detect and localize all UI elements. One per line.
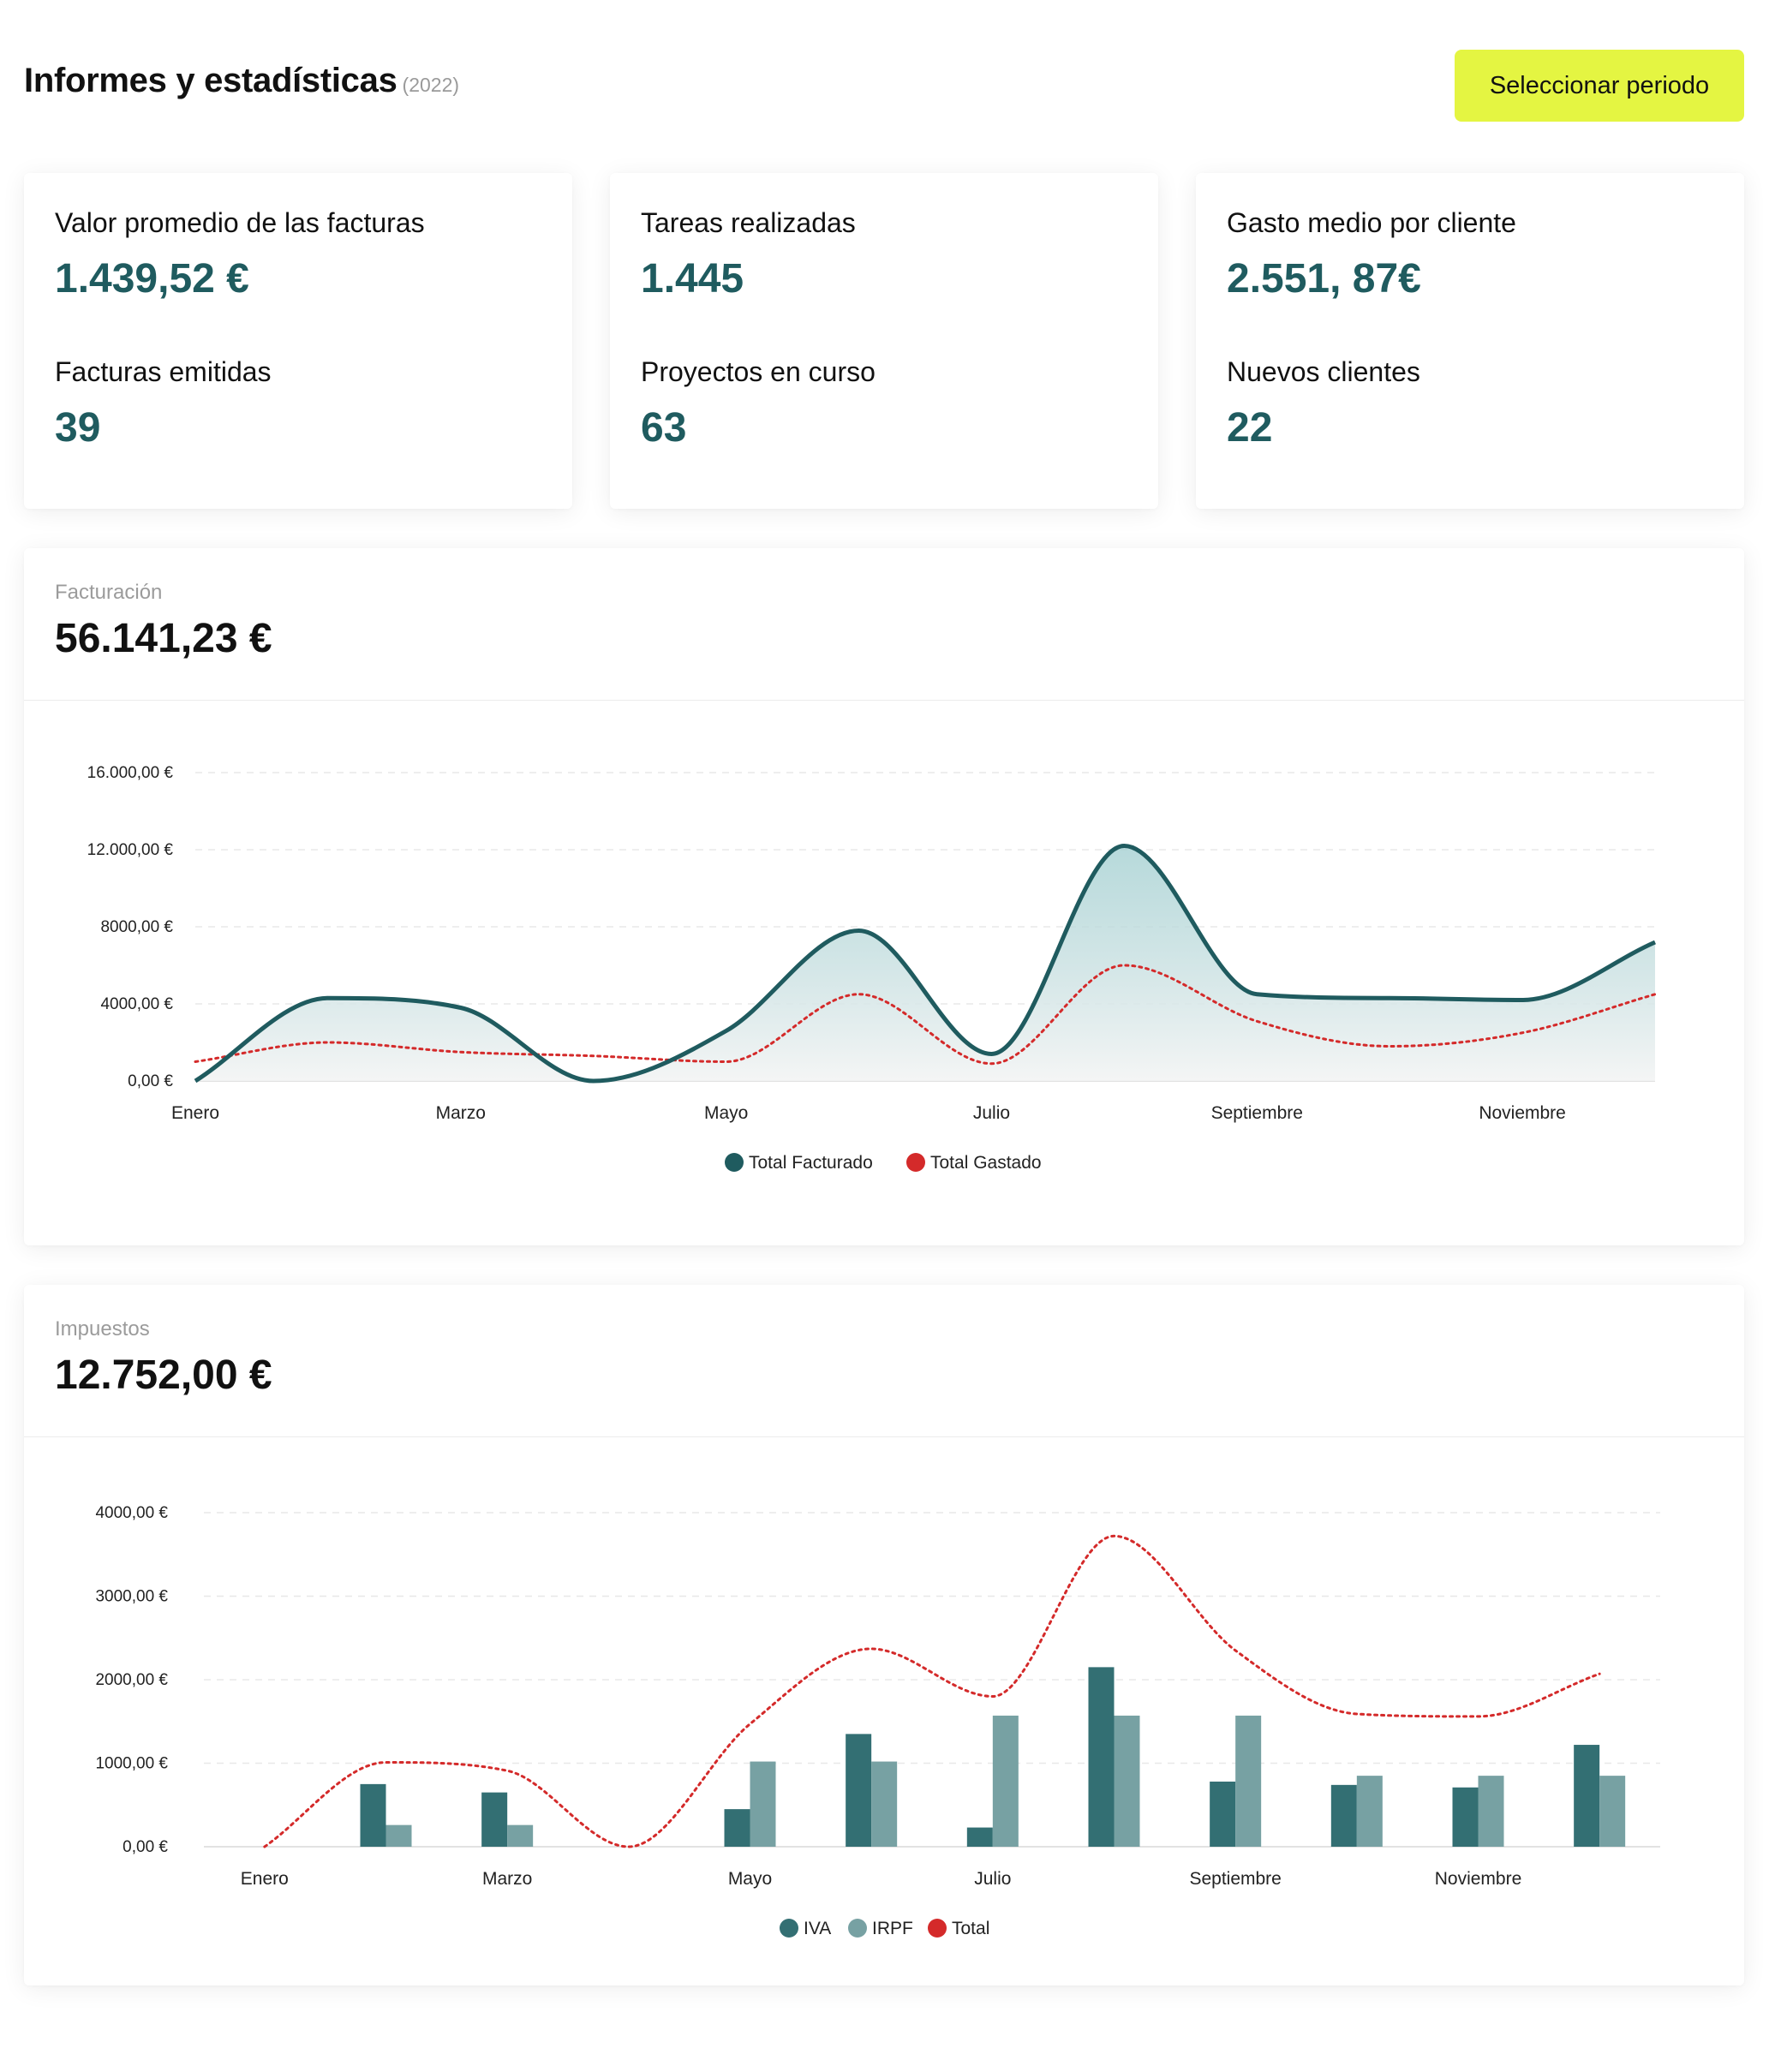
stat-value: 22	[1227, 405, 1273, 451]
page-header: Informes y estadísticas (2022) Selecciona…	[24, 50, 1744, 122]
y-tick-label: 16.000,00 €	[87, 764, 174, 782]
stat-label: Facturas emitidas	[55, 356, 272, 387]
bar-irpf	[992, 1715, 1019, 1847]
taxes-total: 12.752,00 €	[55, 1352, 272, 1398]
x-tick-label: Mayo	[704, 1103, 748, 1123]
x-tick-label: Septiembre	[1189, 1869, 1281, 1889]
stat-card-invoices: Valor promedio de las facturas 1.439,52 …	[24, 173, 572, 509]
bar-iva	[481, 1792, 508, 1847]
stat-value: 1.439,52 €	[55, 256, 249, 302]
billed-area	[195, 845, 1655, 1081]
bar-iva	[1088, 1667, 1115, 1847]
bar-irpf	[507, 1824, 534, 1847]
bar-irpf	[1114, 1715, 1140, 1847]
legend-label-total: Total	[952, 1919, 989, 1938]
stat-card-clients: Gasto medio por cliente 2.551, 87€ Nuevo…	[1196, 173, 1744, 509]
bar-irpf	[1599, 1776, 1626, 1847]
x-tick-label: Marzo	[482, 1869, 532, 1889]
bar-iva	[360, 1783, 386, 1847]
x-tick-label: Julio	[973, 1103, 1010, 1123]
bar-irpf	[871, 1761, 898, 1847]
bar-iva	[1330, 1784, 1357, 1847]
billing-chart: 0,00 € 4000,00 € 8000,00 € 12.000,00 € 16.00…	[87, 764, 1657, 1173]
x-tick-label: Noviembre	[1479, 1103, 1566, 1123]
y-tick-label: 8000,00 €	[100, 918, 173, 936]
legend-label-irpf: IRPF	[872, 1919, 913, 1938]
taxes-card: Impuestos 12.752,00 € 0,00 € 1000,00 € 200…	[24, 1285, 1744, 1985]
page-title: Informes y estadísticas (2022)	[24, 62, 459, 100]
bar-iva	[966, 1827, 993, 1847]
stat-label: Tareas realizadas	[641, 207, 856, 238]
legend-label-billed: Total Facturado	[749, 1153, 873, 1173]
legend-label-spent: Total Gastado	[930, 1153, 1042, 1173]
legend-dot-billed	[725, 1153, 744, 1172]
bar-irpf	[1235, 1715, 1262, 1847]
spent-line	[194, 964, 1657, 1066]
stat-value: 2.551, 87€	[1227, 256, 1421, 302]
legend-dot-irpf	[848, 1919, 867, 1938]
bar-irpf	[750, 1761, 776, 1847]
taxes-chart: 0,00 € 1000,00 € 2000,00 € 3000,00 € 4000,00…	[95, 1504, 1660, 1938]
select-period-button[interactable]: Seleccionar periodo	[1455, 50, 1744, 122]
billing-card: Facturación 56.141,23 € 0,00 € 4000,00 € 8…	[24, 548, 1744, 1245]
y-tick-label: 4000,00 €	[100, 995, 173, 1013]
total-line	[263, 1534, 1601, 1848]
x-tick-label: Julio	[974, 1869, 1011, 1889]
bar-iva	[846, 1734, 872, 1847]
y-tick-label: 2000,00 €	[95, 1671, 168, 1689]
legend-dot-total	[928, 1919, 947, 1938]
legend-label-iva: IVA	[804, 1919, 831, 1938]
stat-label: Valor promedio de las facturas	[55, 207, 425, 238]
y-tick-label: 12.000,00 €	[87, 841, 174, 859]
stat-value: 63	[641, 405, 687, 451]
bar-iva	[1210, 1781, 1236, 1847]
x-tick-label: Noviembre	[1435, 1869, 1522, 1889]
billing-kicker: Facturación	[55, 581, 163, 604]
stat-label: Gasto medio por cliente	[1227, 207, 1516, 238]
stat-label: Proyectos en curso	[641, 356, 876, 387]
legend-dot-iva	[780, 1919, 798, 1938]
page-title-text: Informes y estadísticas	[24, 62, 397, 99]
bar-irpf	[385, 1824, 412, 1847]
billing-header: Facturación 56.141,23 €	[24, 548, 1744, 701]
taxes-header: Impuestos 12.752,00 €	[24, 1285, 1744, 1437]
x-tick-label: Enero	[241, 1869, 289, 1889]
y-tick-label: 0,00 €	[123, 1838, 168, 1856]
stat-label: Nuevos clientes	[1227, 356, 1420, 387]
x-tick-label: Enero	[171, 1103, 219, 1123]
x-tick-label: Marzo	[436, 1103, 486, 1123]
bar-irpf	[1478, 1776, 1504, 1847]
bar-iva	[1574, 1745, 1600, 1847]
billed-line	[194, 844, 1656, 1084]
stat-value: 39	[55, 405, 101, 451]
billing-total: 56.141,23 €	[55, 616, 272, 661]
y-tick-label: 1000,00 €	[95, 1755, 168, 1773]
bar-iva	[724, 1809, 750, 1847]
stat-value: 1.445	[641, 256, 744, 302]
x-tick-label: Mayo	[728, 1869, 772, 1889]
legend-dot-spent	[906, 1153, 925, 1172]
taxes-kicker: Impuestos	[55, 1317, 150, 1341]
x-tick-label: Septiembre	[1211, 1103, 1303, 1123]
y-tick-label: 3000,00 €	[95, 1588, 168, 1606]
stat-card-tasks: Tareas realizadas 1.445 Proyectos en cur…	[610, 173, 1158, 509]
y-tick-label: 0,00 €	[128, 1072, 173, 1090]
bar-irpf	[1356, 1776, 1383, 1847]
y-tick-label: 4000,00 €	[95, 1504, 168, 1522]
page-year: (2022)	[402, 74, 460, 96]
bar-iva	[1452, 1787, 1479, 1847]
